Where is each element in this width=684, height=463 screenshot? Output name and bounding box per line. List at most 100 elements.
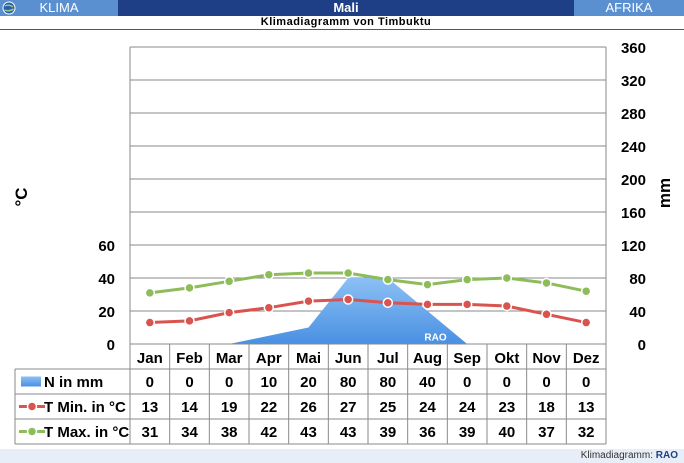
month-label: Okt <box>494 350 519 367</box>
right-tick-label: 160 <box>621 205 646 222</box>
data-label: 0 <box>185 374 193 391</box>
data-label: 80 <box>379 374 396 391</box>
globe-icon <box>2 1 16 15</box>
legend-point-swatch <box>26 401 38 412</box>
month-label: Nov <box>532 350 561 367</box>
tmin-point <box>382 297 394 308</box>
tmax-point <box>461 274 473 285</box>
tmax-point <box>342 267 354 279</box>
data-label: 0 <box>463 374 471 391</box>
country-title: Mali <box>333 0 359 15</box>
right-tick-label: 320 <box>621 73 646 90</box>
tmin-point <box>223 307 235 318</box>
month-label: Feb <box>176 350 203 367</box>
header-bar: KLIMA Mali AFRIKA <box>0 0 684 16</box>
legend-entry: T Min. in °C <box>44 399 126 416</box>
data-label: 0 <box>225 374 233 391</box>
right-axis-label: mm <box>655 178 674 208</box>
data-label: 26 <box>300 399 317 416</box>
legend-entry: T Max. in °C <box>44 424 129 441</box>
tmin-point <box>580 317 592 328</box>
klima-label: KLIMA <box>39 0 79 15</box>
month-label: Sep <box>453 350 481 367</box>
right-tick-label: 40 <box>629 304 646 321</box>
left-tick-label: 40 <box>98 271 115 288</box>
legend-entry: N in mm <box>44 374 103 391</box>
footer-prefix: Klimadiagramm: <box>580 450 653 461</box>
data-label: 38 <box>221 424 238 441</box>
tmin-point <box>303 295 314 307</box>
data-label: 37 <box>538 424 555 441</box>
right-tick-label: 240 <box>621 139 646 156</box>
tmin-point <box>501 300 513 312</box>
data-label: 31 <box>141 424 158 441</box>
month-label: Jul <box>377 350 399 367</box>
right-tick-label: 280 <box>621 106 646 123</box>
tmin-line <box>149 297 587 325</box>
right-tick-label: 80 <box>629 271 646 288</box>
month-label: Jan <box>137 350 163 367</box>
left-tick-label: 60 <box>98 238 115 255</box>
tmax-point <box>263 269 275 280</box>
tmin-point <box>144 317 156 328</box>
data-label: 0 <box>582 374 590 391</box>
precipitation-area <box>149 278 587 344</box>
data-label: 42 <box>260 424 277 441</box>
tmin-point <box>541 309 552 320</box>
data-label: 0 <box>542 374 550 391</box>
data-label: 24 <box>459 399 476 416</box>
left-tick-label: 20 <box>98 304 115 321</box>
data-label: 24 <box>419 399 436 416</box>
month-label: Apr <box>256 350 282 367</box>
data-label: 36 <box>419 424 436 441</box>
data-label: 40 <box>498 424 515 441</box>
data-label: 32 <box>578 424 595 441</box>
data-label: 80 <box>340 374 357 391</box>
right-tick-label: 200 <box>621 172 646 189</box>
subtitle-bar: Klimadiagramm von Timbuktu <box>0 16 684 30</box>
tmin-point <box>263 302 275 313</box>
footer-bar: Klimadiagramm: RAO <box>0 449 684 463</box>
data-label: 23 <box>498 399 515 416</box>
data-label: 0 <box>503 374 511 391</box>
data-label: 19 <box>221 399 238 416</box>
left-axis-label: °C <box>12 187 31 206</box>
right-tick-label: 0 <box>638 337 646 354</box>
tmax-point <box>580 285 592 297</box>
month-label: Dez <box>573 350 600 367</box>
data-label: 20 <box>300 374 317 391</box>
data-label: 34 <box>181 424 198 441</box>
tmin-point <box>184 315 195 327</box>
data-label: 43 <box>340 424 357 441</box>
data-label: 10 <box>260 374 277 391</box>
tmax-point <box>223 276 235 287</box>
data-label: 27 <box>340 399 357 416</box>
chart-subtitle: Klimadiagramm von Timbuktu <box>260 16 432 28</box>
data-label: 39 <box>459 424 476 441</box>
legend-precip-swatch <box>21 376 41 387</box>
data-label: 25 <box>379 399 396 416</box>
tmin-point <box>422 299 433 310</box>
data-label: 40 <box>419 374 436 391</box>
tmax-point <box>501 272 513 284</box>
tmax-point <box>382 274 394 285</box>
data-label: 14 <box>181 399 198 416</box>
klima-tab[interactable]: KLIMA <box>0 0 118 16</box>
footer-credit: Klimadiagramm: RAO <box>581 450 678 461</box>
data-label: 0 <box>146 374 154 391</box>
chart-watermark: RAO <box>424 333 446 344</box>
footer-brand: RAO <box>655 450 678 461</box>
month-label: Aug <box>413 350 442 367</box>
right-tick-label: 360 <box>621 40 646 57</box>
tmax-point <box>541 277 552 289</box>
month-label: Jun <box>335 350 362 367</box>
afrika-tab[interactable]: AFRIKA <box>574 0 684 16</box>
data-label: 39 <box>379 424 396 441</box>
tmax-line <box>149 271 587 295</box>
tmin-point <box>342 294 354 305</box>
tmin-point <box>461 299 473 310</box>
data-label: 22 <box>260 399 277 416</box>
month-label: Mar <box>216 350 243 367</box>
data-label: 13 <box>578 399 595 416</box>
